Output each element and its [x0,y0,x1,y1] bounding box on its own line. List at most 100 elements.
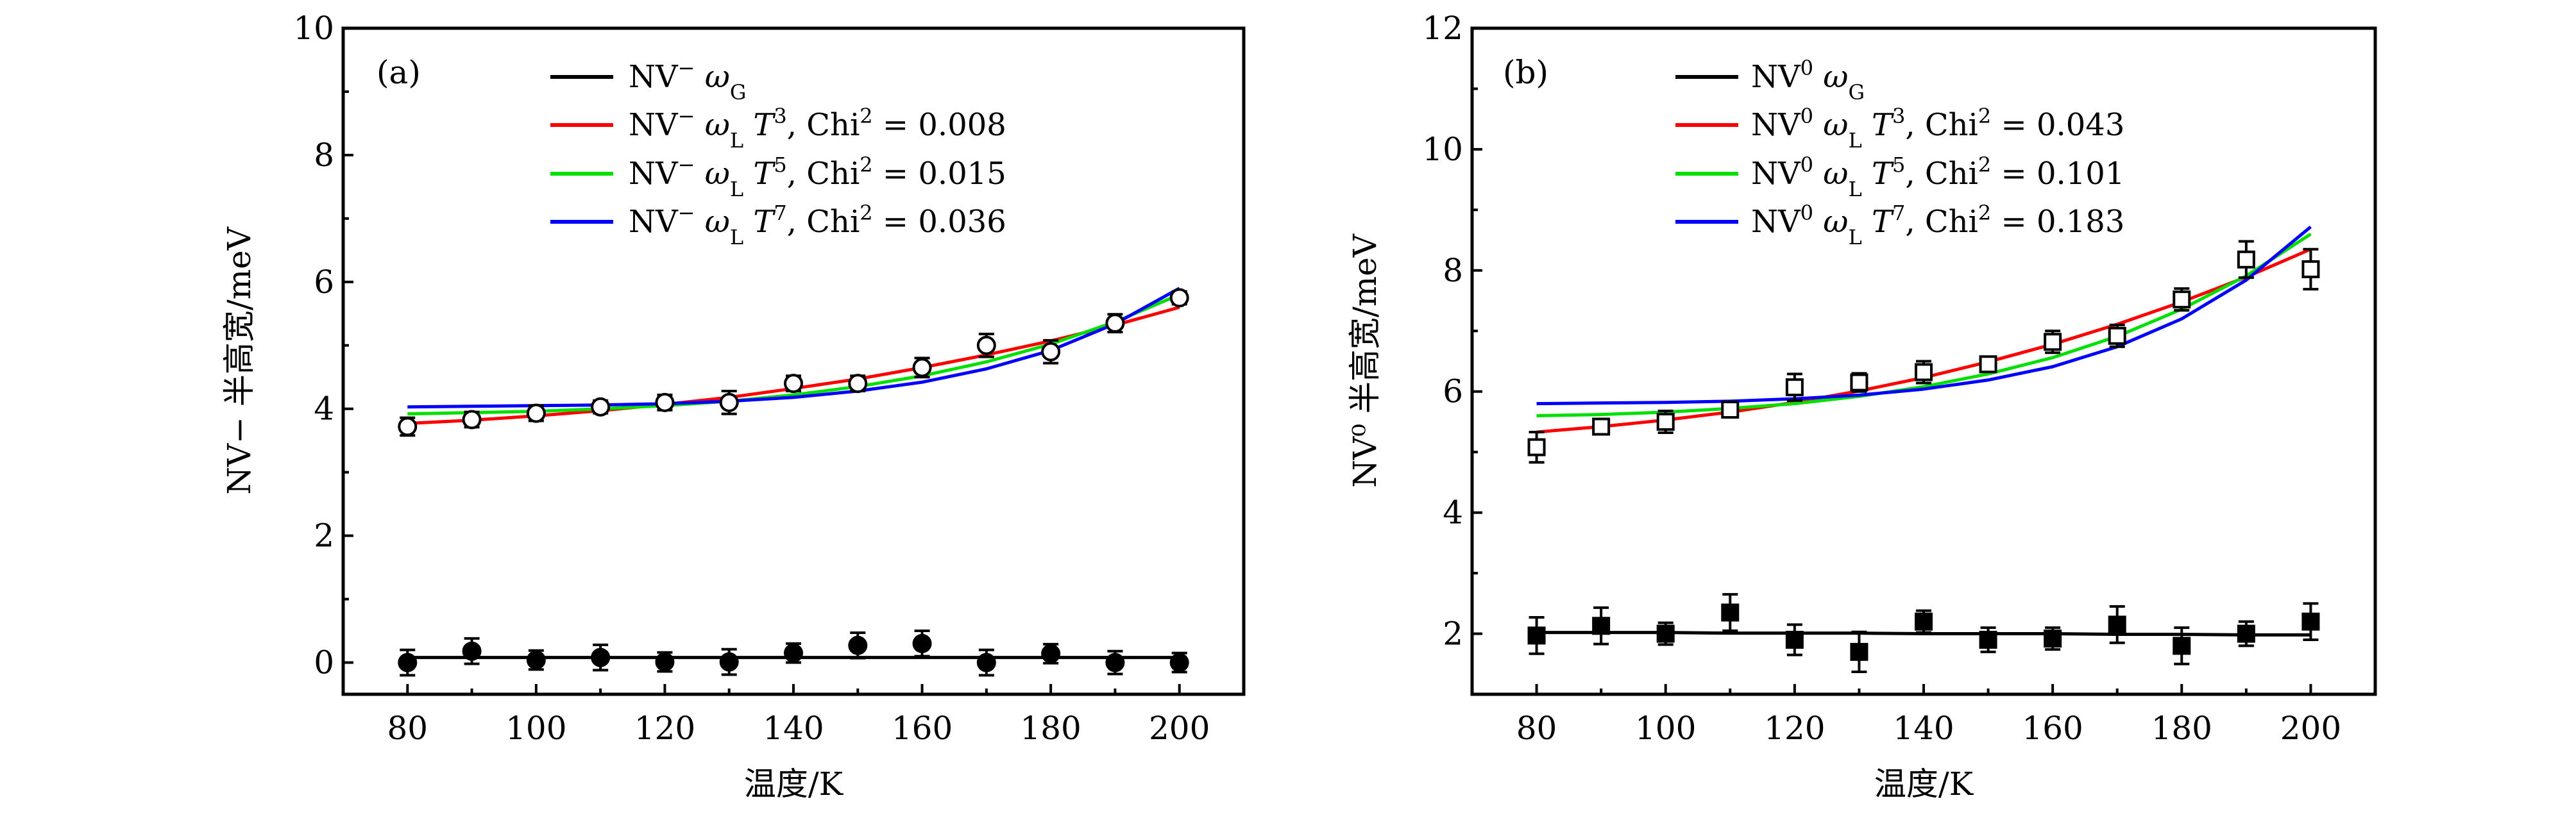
data-point [2301,612,2320,631]
legend-label: NV0 ωG [1751,56,1865,104]
x-tick-label: 160 [2022,710,2083,747]
legend-label-part: T [743,107,775,143]
data-point [1785,630,1804,649]
data-point [526,403,546,423]
x-tick-label: 120 [1764,710,1825,747]
legend-label-part: T [743,156,775,192]
legend-label: NV− ωL T5, Chi2 = 0.015 [629,153,1006,201]
data-point [1592,617,1611,635]
legend-label-part: NV [629,204,679,240]
legend-label-part: L [730,128,743,153]
legend-label-part: NV [1751,59,1801,95]
y-tick-label: 4 [314,390,334,428]
legend-label-part: 5 [1892,153,1905,177]
legend-label-part: L [730,177,743,201]
legend-label: NV− ωL T3, Chi2 = 0.008 [629,104,1006,153]
data-point [398,417,418,437]
legend-label-part: 3 [1892,104,1905,128]
data-point [2237,624,2255,643]
legend-label-part: = 0.101 [1991,156,2124,192]
data-point [1656,412,1675,431]
legend-label-part: 5 [774,153,786,177]
y-axis-label: NV⁰ 半高宽/meV [1346,233,1384,488]
x-axis-label: 温度/K [1874,765,1974,803]
data-point [1721,603,1740,622]
x-tick-label: 140 [1893,710,1954,747]
x-tick-label: 100 [505,710,566,747]
legend-label-part: , Chi [1905,107,1978,143]
x-tick-label: 140 [763,710,824,747]
legend-label-part: = 0.043 [1991,107,2124,143]
legend-label-part: NV [629,107,679,143]
x-tick-label: 160 [892,710,953,747]
legend-label-part: NV [629,59,679,95]
fit-line [1536,225,2312,406]
legend-label-part: ω [1813,204,1848,240]
y-tick-label: 8 [314,137,334,174]
data-point [1169,653,1189,672]
legend-label: NV0 ωL T3, Chi2 = 0.043 [1751,104,2124,153]
data-point [976,335,996,355]
legend-label-part: − [678,201,695,225]
data-point [2044,333,2062,351]
legend-label-part: = 0.183 [1991,204,2124,240]
data-point [719,652,739,672]
data-point [1979,630,1997,649]
data-point [591,647,611,667]
fit-line [1536,247,2312,434]
x-tick-label: 180 [1020,710,1081,747]
legend-label-part: = 0.015 [873,156,1006,192]
data-point [1105,653,1125,672]
legend-label-part: 0 [1801,104,1813,128]
legend-label-part: ω [695,107,729,143]
y-tick-label: 0 [314,644,334,681]
data-point [848,635,868,655]
legend-label: NV0 ωL T5, Chi2 = 0.101 [1751,153,2124,201]
legend-label-part: NV [1751,107,1801,143]
legend-label-part: − [678,104,695,128]
y-tick-label: 4 [1443,494,1463,531]
data-point [2108,615,2126,634]
data-point [2044,630,2062,648]
legend-label-part: ω [1813,59,1848,95]
legend-label: NV0 ωL T7, Chi2 = 0.183 [1751,201,2124,249]
legend-label-part: ω [1813,107,1848,143]
data-point [591,397,611,417]
y-tick-label: 8 [1443,252,1463,289]
data-point [1592,417,1611,436]
data-point [1656,624,1675,643]
legend-label-part: NV [1751,204,1801,240]
data-point [912,633,932,653]
y-tick-label: 10 [1422,131,1463,168]
data-point [2173,637,2191,655]
legend-label-part: G [730,80,747,104]
data-point [2108,326,2126,345]
x-tick-label: 200 [2280,710,2341,747]
legend-label-part: = 0.036 [873,204,1006,240]
data-point [655,392,675,412]
data-point [462,641,482,661]
data-point [2237,250,2255,269]
legend-label-part: 0 [1801,201,1813,225]
legend-label-part: 2 [1978,201,1991,225]
legend-label-part: , Chi [787,204,860,240]
data-point [398,653,418,672]
legend-label-part: NV [1751,156,1801,192]
legend-label-part: G [1848,80,1865,104]
data-point [1721,401,1740,419]
data-point [1527,626,1546,645]
data-point [1105,313,1125,333]
y-tick-label: 6 [314,263,334,301]
data-point [976,653,996,672]
x-tick-label: 100 [1635,710,1696,747]
legend-label-part: 0 [1801,153,1813,177]
panel-a: (a) 温度/K NV− 半高宽/meV 80 100 120 140 160 180 20… [221,10,1246,803]
data-point [1850,373,1868,392]
y-tick-label: 12 [1422,10,1463,47]
legend-label-part: , Chi [787,156,860,192]
x-tick-label: 200 [1149,710,1210,747]
data-point [1041,342,1061,362]
legend-label-part: 7 [1892,201,1905,225]
legend-label-part: L [730,225,743,249]
